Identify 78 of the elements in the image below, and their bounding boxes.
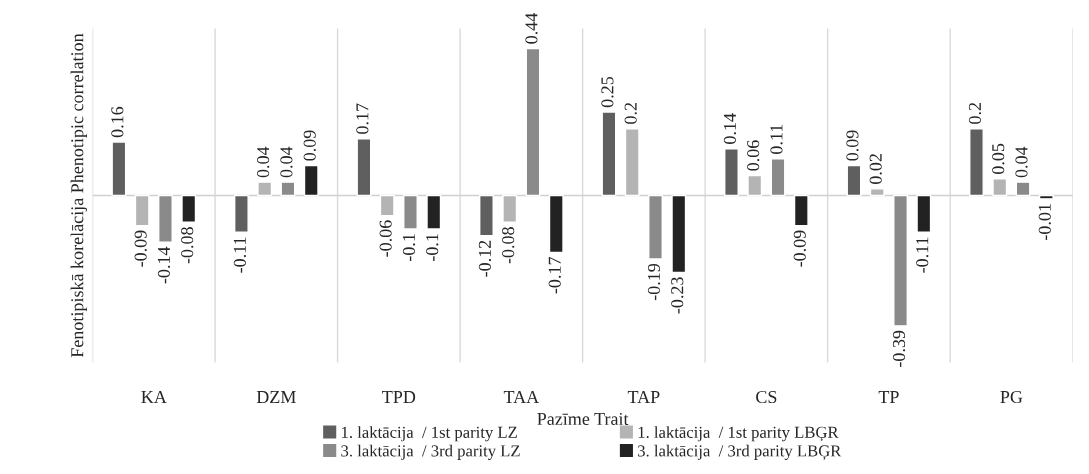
bar [601,111,617,197]
data-label: -0.12 [478,240,492,277]
bar [134,194,150,227]
data-label: 0.2 [624,102,637,124]
data-label: 0.06 [747,140,760,171]
x-tick-label: TPD [382,391,416,403]
data-label: 0.09 [846,130,859,161]
x-tick-label: TAA [503,391,540,403]
bar [770,158,786,197]
bar [502,194,518,223]
bar [426,194,442,230]
bar [747,174,763,197]
data-label: -0.1 [426,234,439,262]
data-label: 0.04 [1015,146,1028,178]
bar [111,141,127,197]
data-label: 0.04 [280,146,293,178]
bar [158,194,173,244]
bar [280,181,296,197]
data-label: -0.01 [1038,204,1051,240]
bar [1038,194,1054,200]
data-label: -0.11 [916,237,929,273]
bar [793,194,809,227]
data-label: -0.39 [892,330,906,367]
x-tick-label: PG [1000,390,1023,404]
data-label: 0.02 [869,154,882,184]
data-label: -0.11 [233,237,247,273]
bar [992,178,1008,197]
bar [671,194,687,274]
data-label: 0.14 [723,113,737,144]
bar [548,194,564,254]
bar [181,194,197,223]
x-tick-label: TAP [627,391,660,403]
x-tick-label: TP [878,391,899,403]
bar [648,194,663,260]
legend-label: 3. laktācija / 3rd parity LBĢR [638,444,842,460]
data-label: 0.09 [303,130,316,161]
data-label: 0.25 [601,76,614,108]
data-label: -0.08 [502,227,515,264]
bar [724,148,739,197]
data-label: -0.1 [402,234,416,262]
bar [1015,181,1031,197]
data-label: 0.04 [257,146,270,178]
data-label: 0.05 [992,143,1005,174]
bar [525,47,541,197]
bar [846,164,862,197]
data-label: -0.09 [134,230,147,267]
legend-label: 1. laktācija / 1st parity LBĢR [638,426,839,442]
bar [869,188,885,197]
bar [893,194,908,327]
data-label: -0.19 [647,263,661,301]
bar [379,194,395,217]
legend-label: 3. laktācija / 3rd parity LZ [341,444,520,460]
data-label: -0.17 [548,257,561,294]
data-label: 0.16 [111,106,124,138]
data-label: -0.06 [379,220,392,257]
legend-label: 1. laktācija / 1st parity LZ [342,426,517,442]
data-label: -0.09 [793,230,806,267]
data-label: -0.23 [671,277,684,314]
bar [356,138,372,197]
y-axis-title: Fenotipiskā korelācija Phenotipic correlation [70,33,88,358]
bar [969,127,984,197]
bar [916,194,932,233]
x-tick-label: DZM [256,391,296,403]
data-label: 0.17 [356,103,369,134]
data-label: 0.2 [968,102,982,124]
x-axis-title: Pazīme Trait [537,412,629,426]
data-label: -0.08 [181,227,194,264]
data-label: 0.44 [525,13,538,44]
bar [403,194,418,230]
bar [233,194,249,233]
x-tick-label: KA [141,391,167,403]
bar [303,164,319,197]
bar [479,194,494,237]
x-tick-label: CS [756,390,777,404]
data-label: -0.14 [157,246,171,284]
bar [624,127,640,197]
bar [257,181,273,197]
data-label: 0.11 [770,124,783,154]
